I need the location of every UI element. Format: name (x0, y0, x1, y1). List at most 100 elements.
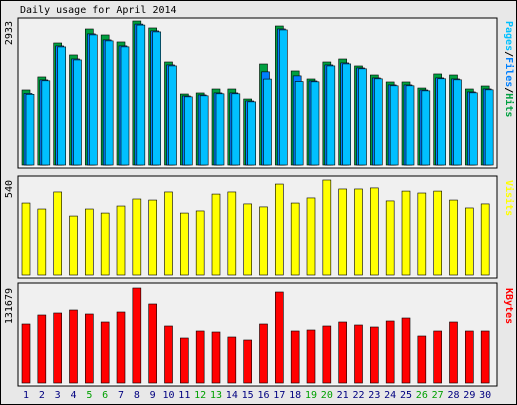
bar (322, 179, 332, 276)
bar (21, 202, 31, 276)
bar (184, 96, 193, 166)
bar (385, 320, 395, 384)
bar (484, 89, 494, 166)
bar (148, 199, 157, 276)
bar (465, 207, 474, 276)
bar (338, 188, 347, 276)
bar (243, 203, 252, 276)
x-tick-label: 4 (70, 390, 76, 401)
bar (326, 65, 336, 166)
bar (227, 336, 237, 384)
x-tick-label: 1 (23, 390, 29, 401)
x-tick-label: 5 (86, 390, 92, 401)
x-tick-label: 30 (479, 390, 491, 401)
y-tick-label: 2933 (4, 21, 15, 45)
bar (433, 330, 442, 384)
bar (389, 85, 399, 166)
bar (164, 191, 173, 276)
x-tick-label: 18 (289, 390, 301, 401)
bar (231, 93, 241, 166)
legend-entry: Visits (503, 180, 515, 216)
x-tick-label: 13 (210, 390, 222, 401)
y-tick-label: 540 (4, 180, 15, 198)
x-tick-label: 27 (432, 390, 444, 401)
x-tick-label: 28 (447, 390, 459, 401)
bar (405, 85, 415, 166)
bar (53, 191, 62, 276)
bar (211, 193, 221, 276)
x-tick-label: 2 (39, 390, 45, 401)
bar (449, 199, 458, 276)
bar (437, 78, 446, 166)
bar (279, 29, 288, 166)
x-tick-label: 11 (178, 390, 190, 401)
bar (227, 191, 237, 276)
bar (164, 325, 173, 384)
bar (401, 317, 411, 384)
bar (211, 331, 221, 384)
x-tick-label: 14 (226, 390, 238, 401)
bar (480, 203, 490, 276)
chart-title: Daily usage for April 2014 (20, 5, 177, 16)
bar (195, 330, 205, 384)
bar (374, 78, 383, 166)
bar (358, 68, 367, 166)
x-tick-label: 20 (321, 390, 333, 401)
legend: KBytes (503, 288, 514, 324)
bar (322, 325, 332, 384)
bar (290, 330, 300, 384)
bar (259, 323, 268, 384)
bar (85, 313, 94, 384)
bar (199, 95, 209, 166)
legend-entry: Files (503, 57, 515, 87)
bar (306, 329, 316, 384)
bar (294, 81, 304, 166)
bar (180, 212, 189, 276)
bar (259, 206, 268, 276)
legend-entry: Hits (503, 93, 515, 117)
bar (417, 335, 427, 384)
bar (421, 90, 431, 166)
bar (25, 94, 35, 166)
x-tick-label: 8 (134, 390, 140, 401)
x-tick-label: 23 (368, 390, 380, 401)
bar (354, 188, 363, 276)
bar (401, 190, 411, 276)
bar (275, 183, 284, 276)
x-tick-label: 21 (337, 390, 349, 401)
x-tick-label: 29 (463, 390, 475, 401)
x-tick-label: 9 (150, 390, 156, 401)
bar (480, 330, 490, 384)
bar (120, 46, 130, 166)
legend-entry: Pages (503, 21, 514, 51)
bar (104, 40, 114, 166)
bar (453, 79, 462, 166)
x-tick-label: 16 (257, 390, 269, 401)
bar (85, 208, 94, 276)
x-tick-label: 6 (102, 390, 108, 401)
panel (17, 175, 498, 279)
x-tick-label: 22 (352, 390, 364, 401)
panel (17, 282, 498, 387)
bar (195, 210, 205, 276)
panel (17, 17, 498, 169)
x-tick-label: 15 (242, 390, 254, 401)
bar (100, 321, 110, 384)
bar (215, 93, 225, 166)
x-tick-label: 25 (400, 390, 412, 401)
legend-separator: / (503, 51, 514, 57)
bar (385, 200, 395, 276)
bar (168, 65, 177, 166)
x-tick-label: 17 (273, 390, 285, 401)
bar (89, 34, 98, 166)
bar (433, 190, 442, 276)
bar (37, 314, 47, 384)
bar (100, 212, 110, 276)
bar (53, 312, 62, 384)
bar (21, 323, 31, 384)
legend-separator: / (503, 87, 514, 93)
legend-entry: KBytes (503, 288, 514, 324)
bar (342, 63, 351, 166)
y-tick-label: 131679 (4, 288, 15, 324)
